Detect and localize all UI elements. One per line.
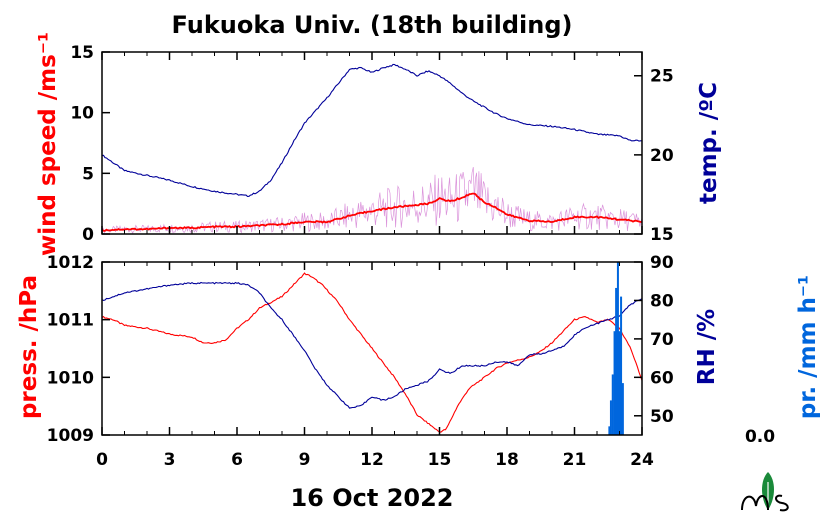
right-tick-label: 90	[650, 253, 674, 273]
rh-axis-label: RH /%	[694, 309, 720, 385]
precip-bar	[613, 331, 616, 435]
precip-value-label: 0.0	[745, 427, 775, 447]
precip-bar	[615, 287, 618, 435]
rh-line	[101, 281, 643, 409]
chart-title: Fukuoka Univ. (18th building)	[172, 11, 573, 39]
precip-bar	[611, 374, 614, 435]
precip-axis-label: pr. /mm h⁻¹	[795, 275, 821, 419]
right-tick-label: 50	[650, 407, 674, 427]
precip-bar	[620, 296, 623, 435]
x-tick-label: 15	[428, 450, 452, 470]
right-tick-label: 25	[650, 67, 674, 87]
left-tick-label: 1012	[47, 253, 94, 273]
left-tick-label: 10	[70, 104, 94, 124]
left-tick-label: 1009	[47, 426, 94, 446]
left-tick-label: 1011	[47, 311, 94, 331]
x-tick-label: 24	[630, 450, 654, 470]
wind-raw-line	[101, 167, 643, 235]
left-tick-label: 15	[70, 43, 94, 63]
left-tick-label: 5	[82, 164, 94, 184]
x-tick-label: 18	[495, 450, 519, 470]
top-panel: 0 5 10 15 15 20 25 wind speed /ms⁻¹ temp. /ºC	[35, 32, 722, 256]
bottom-panel: 0 3 6 9 12 15 18 21 24 1009 1010 1011 1012 50 60 70 80 90…	[16, 253, 821, 470]
x-tick-label: 6	[231, 450, 243, 470]
x-tick-label: 0	[96, 450, 108, 470]
date-label: 16 Oct 2022	[290, 484, 453, 512]
precip-bar	[608, 426, 611, 435]
pressure-axis-label: press. /hPa	[16, 275, 42, 419]
precip-bar	[616, 262, 619, 435]
wind-speed-axis-label: wind speed /ms⁻¹	[35, 32, 61, 256]
top-axis-ticks: 0 5 10 15 15 20 25	[70, 43, 674, 245]
left-tick-label: 1010	[47, 368, 94, 388]
precip-bar	[621, 383, 624, 435]
precip-bar	[609, 400, 612, 435]
x-tick-label: 21	[563, 450, 587, 470]
x-tick-label: 3	[164, 450, 176, 470]
left-tick-label: 0	[82, 225, 94, 245]
temperature-line	[101, 63, 642, 197]
right-tick-label: 60	[650, 368, 674, 388]
bottom-axis-ticks: 0 3 6 9 12 15 18 21 24 1009 1010 1011 1012 50 60 70 80 90	[47, 253, 674, 470]
pressure-line	[101, 272, 643, 433]
temp-axis-label: temp. /ºC	[696, 82, 722, 204]
precip-bar	[618, 331, 621, 435]
right-tick-label: 70	[650, 330, 674, 350]
x-tick-label: 12	[360, 450, 384, 470]
right-tick-label: 80	[650, 291, 674, 311]
right-tick-label: 15	[650, 225, 674, 245]
bottom-series-group	[101, 262, 643, 435]
top-series-group	[101, 63, 643, 235]
wind-speed-line	[101, 192, 643, 232]
leaf-ms-logo-icon	[741, 472, 789, 512]
x-tick-label: 9	[299, 450, 311, 470]
right-tick-label: 20	[650, 146, 674, 166]
